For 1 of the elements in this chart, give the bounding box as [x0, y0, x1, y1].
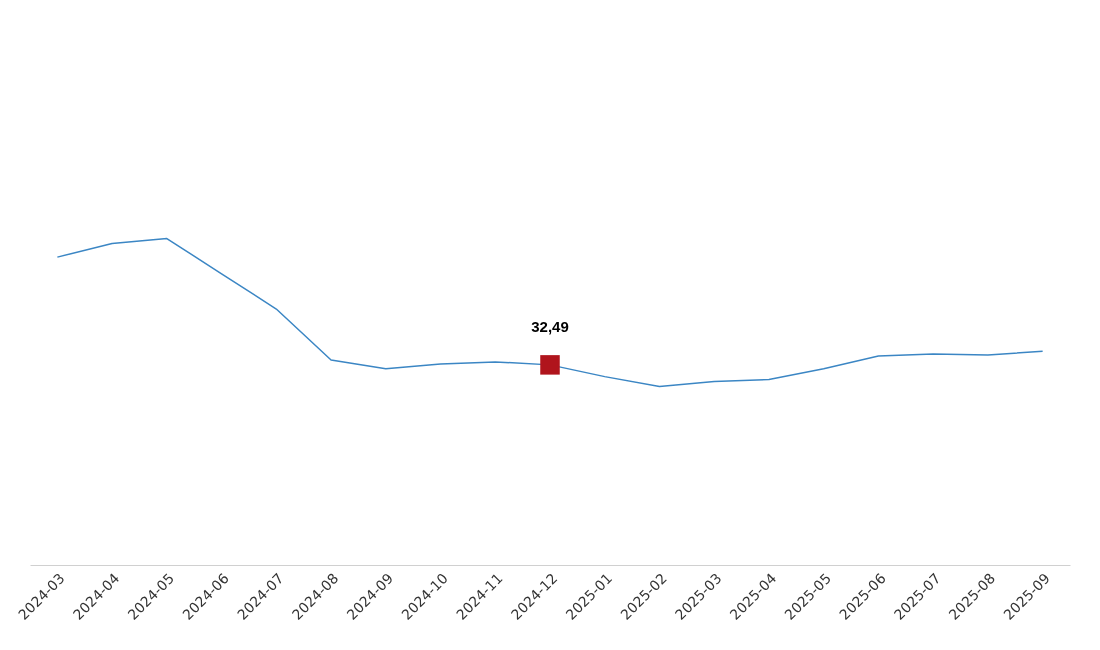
- annotation: 32,49: [531, 317, 569, 335]
